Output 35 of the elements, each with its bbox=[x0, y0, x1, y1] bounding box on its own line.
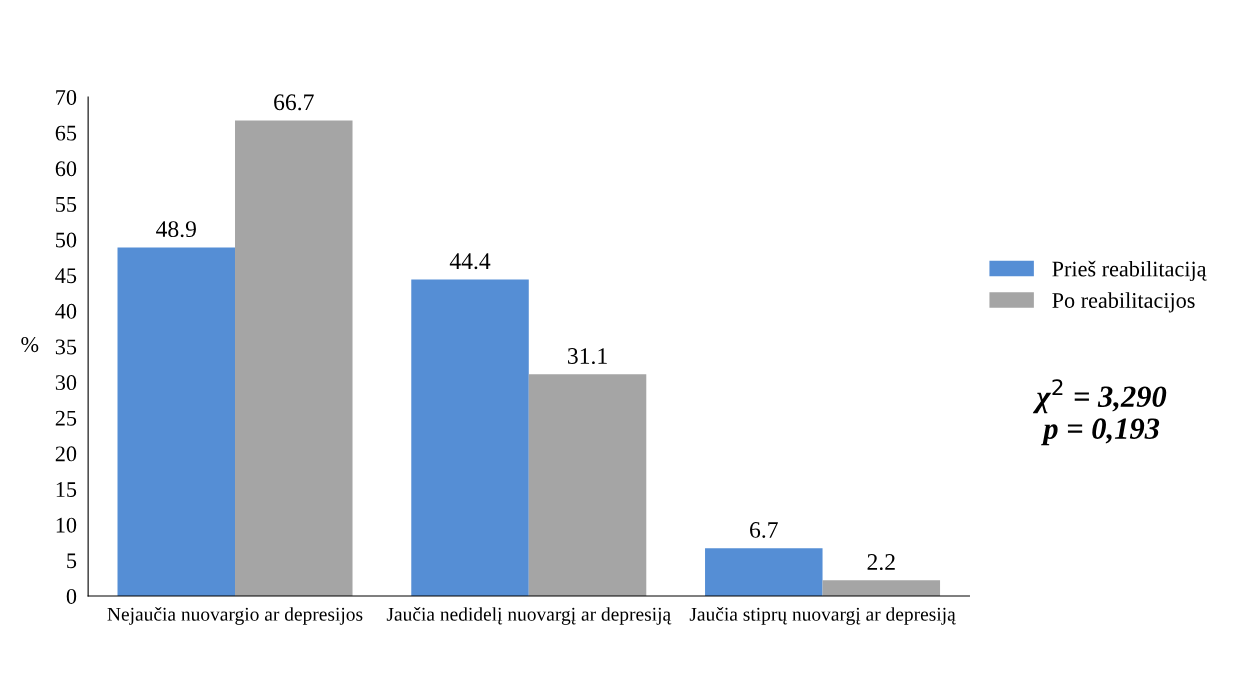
data-label: 48.9 bbox=[156, 221, 196, 238]
y-tick-label: 40 bbox=[55, 303, 77, 319]
y-tick-label: 70 bbox=[56, 89, 77, 105]
y-tick-label: 30 bbox=[55, 375, 77, 391]
data-label: 31.1 bbox=[568, 348, 607, 365]
text: χ$^{2}$ = 3,290 bbox=[1032, 379, 1167, 414]
bar bbox=[117, 247, 236, 596]
y-axis-title: % bbox=[21, 337, 39, 353]
bar bbox=[235, 120, 353, 596]
bar bbox=[528, 374, 647, 596]
data-label: 66.7 bbox=[274, 94, 314, 111]
x-tick-label: Jaučia nedidelį nuovargį ar depresiją bbox=[386, 607, 672, 625]
y-tick-label: 10 bbox=[56, 517, 77, 533]
y-tick-label: 0 bbox=[66, 588, 77, 604]
y-tick-label: 65 bbox=[55, 125, 77, 141]
x-tick-label: Jaučia stiprų nuovargį ar depresiją bbox=[689, 607, 956, 625]
x-tick-label: Nejaučia nuovargio ar depresijos bbox=[107, 607, 363, 625]
y-tick-label: 20 bbox=[55, 446, 77, 462]
y-tick-label: 25 bbox=[55, 410, 77, 426]
y-tick-label: 35 bbox=[55, 339, 77, 355]
data-label: 6.7 bbox=[750, 522, 778, 538]
y-tick-label: 5 bbox=[67, 553, 77, 569]
text: p = 0,193 bbox=[1041, 418, 1160, 446]
y-tick-label: 60 bbox=[55, 161, 77, 177]
bar bbox=[411, 279, 529, 596]
data-label: 2.2 bbox=[867, 554, 895, 571]
legend-label: Po reabilitacijos bbox=[1052, 292, 1195, 313]
data-label: 44.4 bbox=[449, 253, 491, 270]
y-tick-label: 45 bbox=[55, 268, 77, 284]
legend-label: Prieš reabilitaciją bbox=[1052, 260, 1207, 282]
bar bbox=[822, 580, 941, 596]
bar bbox=[705, 548, 823, 596]
y-tick-label: 55 bbox=[56, 197, 77, 212]
y-tick-label: 50 bbox=[56, 232, 77, 248]
y-tick-label: 15 bbox=[56, 482, 77, 497]
